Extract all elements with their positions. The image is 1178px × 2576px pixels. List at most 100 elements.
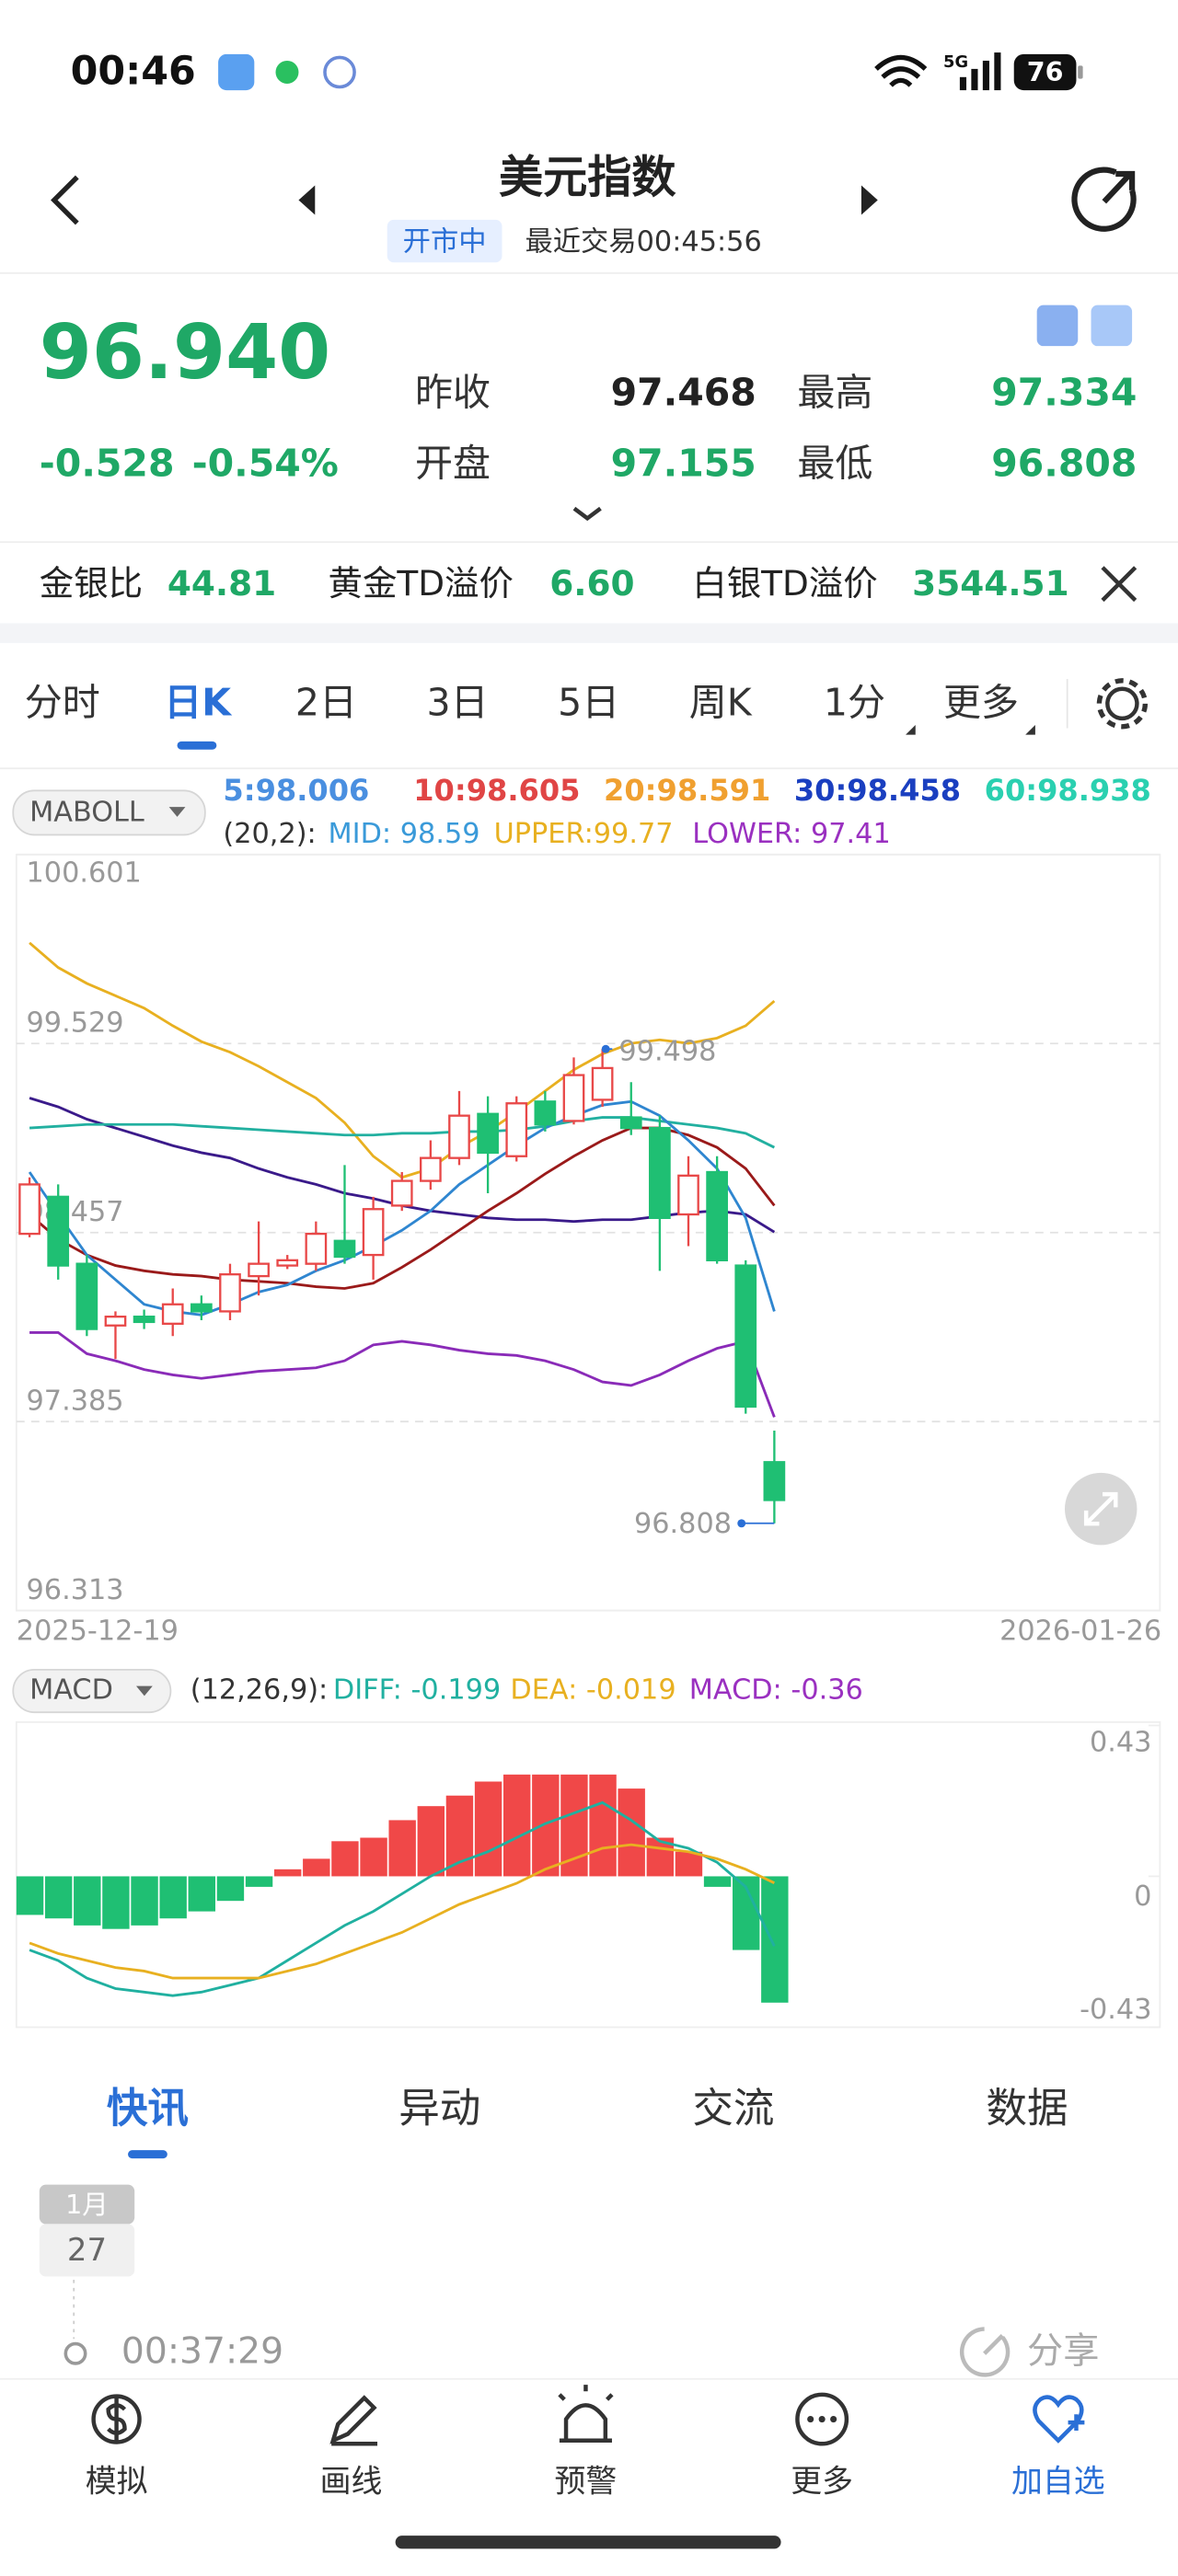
share-icon[interactable]: [960, 2327, 1011, 2377]
macd-bar: [532, 1774, 560, 1877]
candle-body: [505, 1102, 528, 1157]
nav-item[interactable]: 画线: [320, 2464, 383, 2500]
x-start-label: 2025-12-19: [17, 1615, 179, 1647]
macd-bar: [360, 1837, 387, 1877]
news-tab[interactable]: 异动: [398, 2084, 480, 2132]
macd-bar: [159, 1876, 187, 1919]
y-tick-label: -0.43: [1080, 1994, 1151, 2026]
ticker-value: 6.60: [549, 563, 634, 604]
back-button[interactable]: [51, 175, 79, 225]
macd-bar: [445, 1795, 474, 1877]
last-trade-time: 最近交易00:45:56: [525, 225, 761, 258]
macd-legend: DEA: -0.019: [510, 1674, 676, 1707]
share-button[interactable]: 分享: [1027, 2331, 1099, 2373]
candle-body: [649, 1126, 671, 1219]
divider: [0, 541, 1178, 544]
refresh-button[interactable]: [1071, 167, 1137, 232]
chart-tab[interactable]: 分时: [25, 681, 100, 725]
macd-bar: [474, 1781, 502, 1877]
macd-bar: [331, 1841, 359, 1877]
battery: [1013, 53, 1077, 91]
chart-tab[interactable]: 1分: [824, 681, 885, 725]
macd-bar: [761, 1876, 789, 2003]
macd-frame: [15, 1720, 1161, 2029]
indicator-name[interactable]: MACD: [29, 1674, 113, 1707]
candle-body: [248, 1262, 270, 1278]
indicator-select[interactable]: [12, 789, 206, 836]
wifi-icon: [874, 54, 928, 87]
macd-bar: [589, 1774, 617, 1877]
y-tick-label: 97.385: [27, 1385, 124, 1417]
next-button[interactable]: [860, 185, 878, 215]
chart-tab[interactable]: 更多: [943, 681, 1019, 725]
indicator-line: [28, 1099, 776, 1317]
prev-button[interactable]: [298, 185, 316, 215]
divider: [1066, 679, 1068, 729]
macd-bar: [502, 1774, 531, 1877]
stat-value: 96.808: [991, 441, 1137, 485]
ma-legend: 10:98.605: [413, 773, 580, 808]
divider: [0, 767, 1178, 770]
section-gap: [0, 623, 1178, 643]
market-status: 开市中: [403, 225, 487, 258]
indicator-name[interactable]: MABOLL: [29, 797, 144, 829]
nav-item[interactable]: 更多: [791, 2464, 853, 2500]
candle-body: [619, 1116, 642, 1130]
expand-chevron[interactable]: [572, 506, 602, 522]
nav-item[interactable]: 预警: [555, 2464, 618, 2500]
price-change-pct: -0.54%: [192, 441, 339, 485]
candle-body: [591, 1066, 614, 1101]
battery-tip: [1078, 65, 1083, 79]
x-end-label: 2026-01-26: [999, 1615, 1161, 1647]
candle-body: [305, 1232, 328, 1265]
network-type: 5G: [943, 52, 968, 72]
tool-icon[interactable]: [1091, 305, 1133, 347]
chart-tab[interactable]: 3日: [427, 681, 489, 725]
candle-body: [362, 1208, 385, 1257]
close-button[interactable]: [1101, 566, 1138, 603]
tool-icon[interactable]: [1036, 305, 1079, 347]
chart-tab[interactable]: 5日: [558, 681, 619, 725]
ma-legend: 60:98.938: [985, 773, 1151, 808]
chart-tab[interactable]: 周K: [689, 681, 753, 725]
nav-item[interactable]: 模拟: [86, 2464, 148, 2500]
macd-bar: [131, 1876, 158, 1926]
y-tick-label: 99.529: [27, 1006, 124, 1039]
macd-line: [29, 1800, 776, 1997]
tab-indicator: [177, 741, 217, 750]
date-month-badge: [39, 2184, 135, 2225]
dropdown-arrow: [135, 1685, 153, 1696]
page-title: 美元指数: [499, 152, 676, 203]
macd-bar: [188, 1876, 216, 1912]
high-marker-dot: [601, 1044, 610, 1053]
stat-label: 最低: [797, 441, 872, 485]
candle-body: [219, 1273, 241, 1313]
candle-body: [390, 1179, 413, 1207]
price-change: -0.528: [40, 441, 175, 485]
candle-body: [47, 1195, 70, 1267]
stat-value: 97.468: [611, 371, 756, 415]
candle-body: [104, 1316, 127, 1327]
watchlist-icon: [1033, 2395, 1085, 2444]
candle-body: [763, 1461, 786, 1501]
nav-item[interactable]: 加自选: [1011, 2464, 1105, 2500]
weather-icon: [218, 53, 255, 91]
macd-bar: [388, 1820, 416, 1877]
macd-line: [29, 1843, 775, 1980]
chart-tab[interactable]: 日K: [164, 681, 233, 725]
news-month: 1月: [65, 2190, 109, 2220]
boll-legend: (20,2):: [223, 818, 316, 850]
macd-legend: DIFF: -0.199: [333, 1674, 501, 1707]
settings-button[interactable]: [1096, 678, 1149, 730]
chart-tab[interactable]: 2日: [295, 681, 357, 725]
news-tab[interactable]: 数据: [986, 2084, 1068, 2132]
divider: [0, 271, 1178, 274]
indicator-line: [29, 1330, 776, 1418]
news-tab[interactable]: 快讯: [107, 2084, 189, 2132]
indicator-select[interactable]: [12, 1668, 172, 1714]
macd-bar: [273, 1869, 302, 1877]
boll-legend: LOWER: 97.41: [692, 818, 890, 850]
macd-bar: [618, 1788, 645, 1877]
news-tab[interactable]: 交流: [692, 2084, 774, 2132]
candle-body: [161, 1303, 184, 1325]
